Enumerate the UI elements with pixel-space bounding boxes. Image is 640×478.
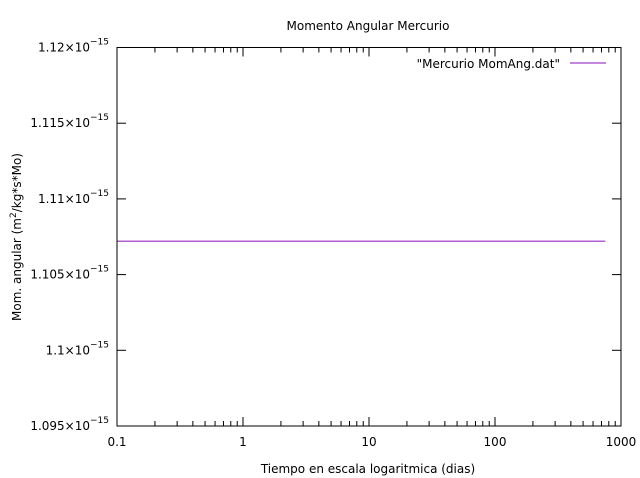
y-axis-label-post: /kg*s*Mo) <box>10 153 24 212</box>
y-tick-label: 1.095×10−15 <box>30 416 109 433</box>
x-tick-label: 1 <box>239 435 247 449</box>
y-tick-label: 1.11×10−15 <box>38 189 109 206</box>
x-axis: 0.1 1 10 100 1000 <box>107 47 637 449</box>
x-tick-label: 1000 <box>606 435 637 449</box>
y-axis-label-pre: Mom. angular (m <box>10 218 24 321</box>
y-tick-exponent: −15 <box>90 189 109 199</box>
y-tick-mantissa: 1.105×10 <box>30 268 90 282</box>
y-tick-mantissa: 1.1×10 <box>46 343 90 357</box>
x-tick-label: 100 <box>484 435 507 449</box>
x-tick-label: 0.1 <box>107 435 126 449</box>
y-axis-label: Mom. angular (m2/kg*s*Mo) <box>9 153 24 321</box>
legend-label-0: "Mercurio MomAng.dat" <box>417 57 560 71</box>
y-tick-label: 1.115×10−15 <box>30 113 109 130</box>
y-tick-label: 1.1×10−15 <box>46 340 109 357</box>
legend: "Mercurio MomAng.dat" <box>417 57 606 71</box>
y-tick-exponent: −15 <box>90 265 109 275</box>
y-tick-mantissa: 1.11×10 <box>38 192 90 206</box>
y-tick-mantissa: 1.12×10 <box>38 41 90 55</box>
y-tick-mantissa: 1.115×10 <box>30 116 90 130</box>
y-axis-label-sup: 2 <box>9 212 19 218</box>
y-tick-exponent: −15 <box>90 416 109 426</box>
x-tick-label: 10 <box>361 435 376 449</box>
y-tick-label: 1.12×10−15 <box>38 38 109 55</box>
y-tick-exponent: −15 <box>90 113 109 123</box>
y-tick-label: 1.105×10−15 <box>30 265 109 282</box>
y-tick-mantissa: 1.095×10 <box>30 419 90 433</box>
x-axis-label: Tiempo en escala logaritmica (dias) <box>260 462 475 476</box>
y-tick-exponent: −15 <box>90 38 109 48</box>
y-axis: 1.095×10−151.1×10−151.105×10−151.11×10−1… <box>30 38 621 433</box>
chart-title: Momento Angular Mercurio <box>287 19 450 33</box>
plot-frame <box>116 47 622 427</box>
y-tick-exponent: −15 <box>90 340 109 350</box>
